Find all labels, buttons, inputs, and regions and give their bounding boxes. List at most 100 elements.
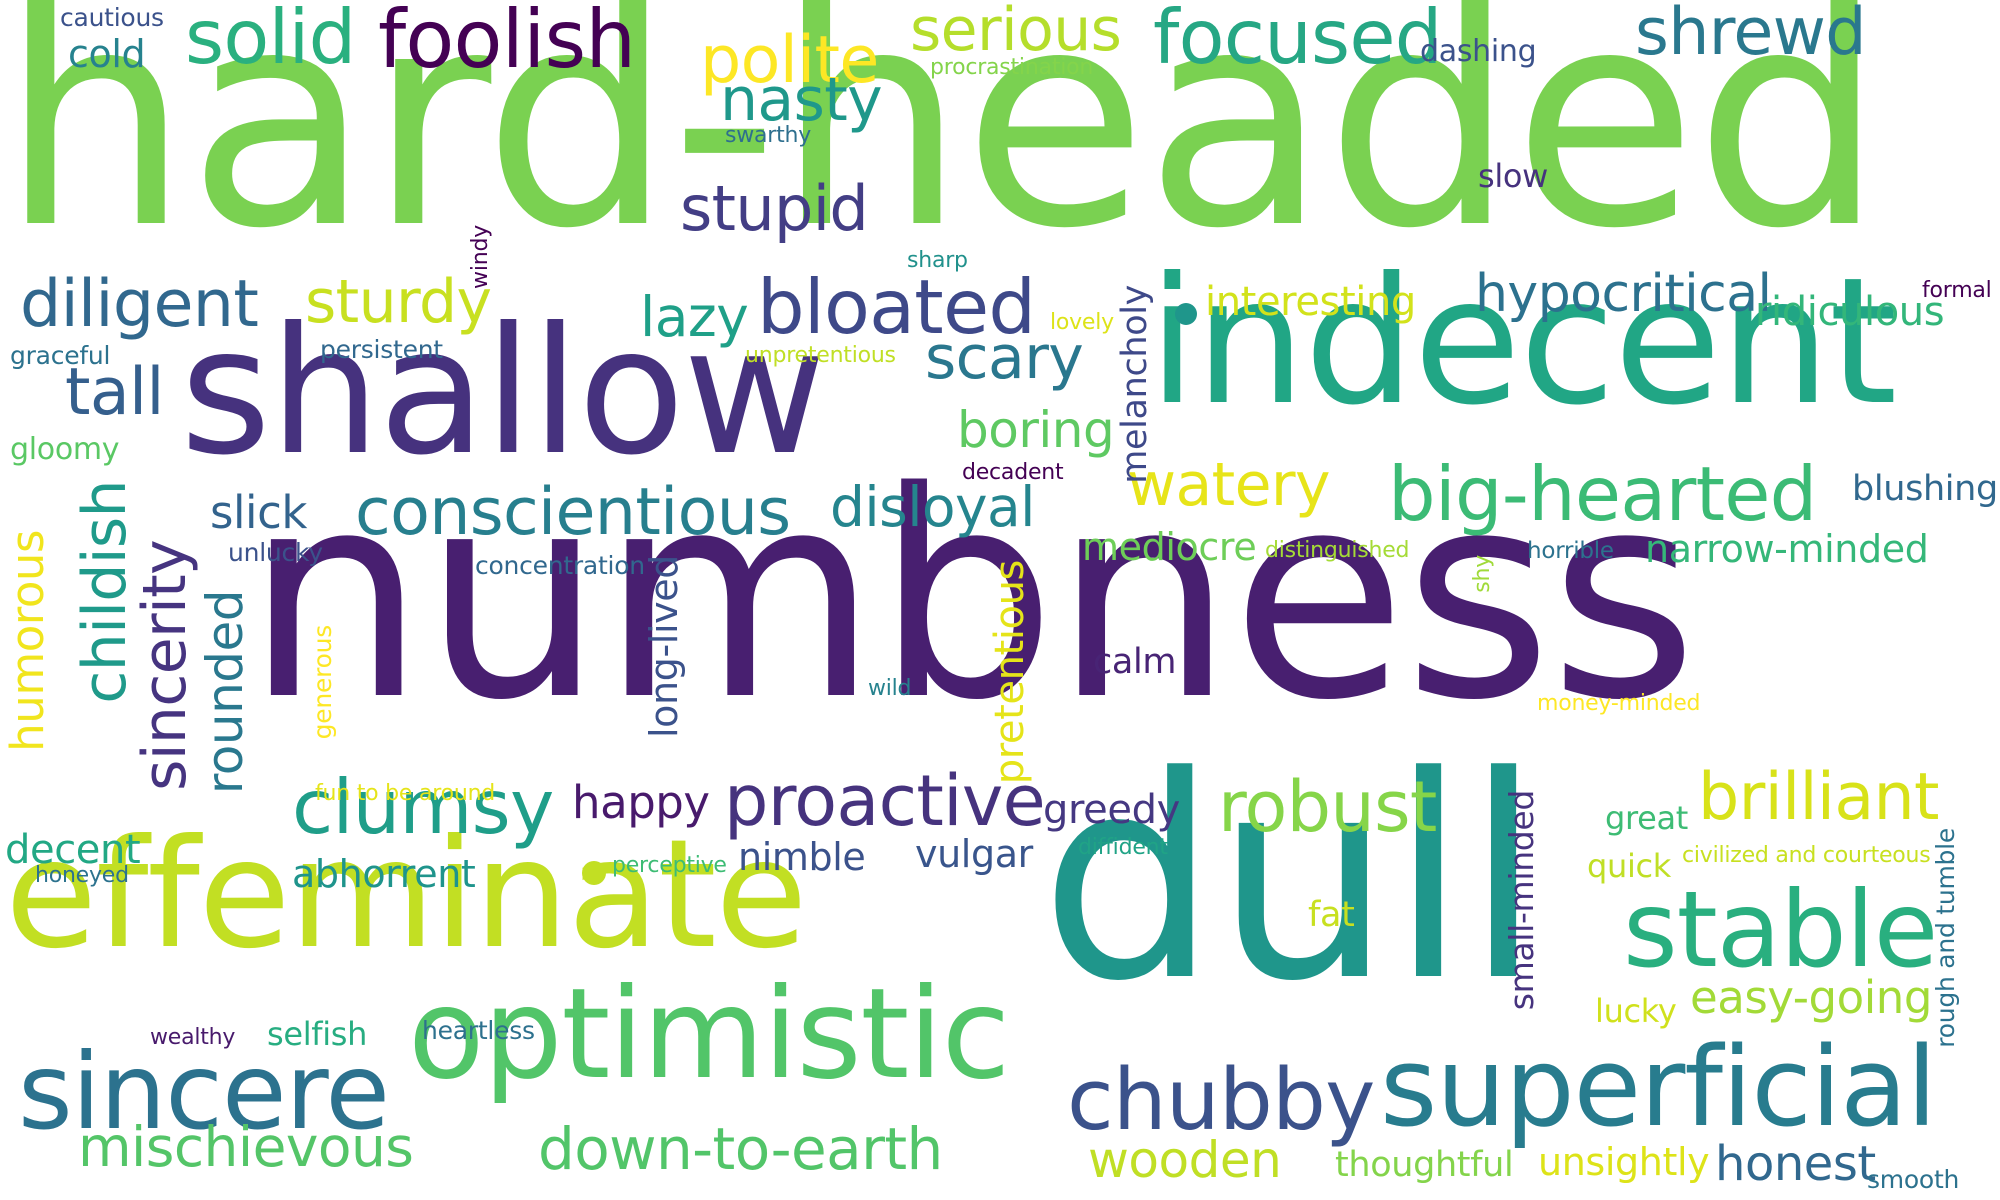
word-stupid: stupid [680, 172, 869, 245]
word-conscientious: conscientious [355, 475, 791, 550]
word-clumsy: clumsy [292, 763, 554, 851]
word-shrewd: shrewd [1635, 0, 1867, 70]
word-lucky: lucky [1595, 992, 1677, 1030]
word-robust: robust [1218, 766, 1437, 848]
word-greedy: greedy [1043, 787, 1180, 833]
dot-mark-teal [1175, 303, 1197, 325]
word-childish: childish [70, 480, 140, 704]
word-lazy: lazy [640, 285, 749, 349]
word-windy: windy [468, 225, 493, 289]
word-proactive: proactive [724, 760, 1046, 842]
word-numbness: numbness [245, 431, 1698, 763]
word-shy: shy [1470, 555, 1495, 593]
word-serious: serious [910, 0, 1122, 65]
word-foolish: foolish [378, 0, 636, 86]
word-wealthy: wealthy [150, 1025, 236, 1050]
word-mischievous: mischievous [78, 1115, 414, 1179]
word-hard-headed: hard-headed [0, 0, 1885, 294]
word-rough-and-tumble: rough and tumble [1931, 828, 1960, 1048]
word-happy: happy [572, 776, 710, 829]
word-distinguished: distinguished [1265, 538, 1410, 563]
word-great: great [1605, 799, 1689, 837]
word-concentration: concentration [475, 551, 645, 580]
word-optimistic: optimistic [408, 962, 1010, 1107]
word-indecent: indecent [1148, 241, 1897, 444]
word-small-minded: small-minded [1502, 790, 1541, 1011]
word-chubby: chubby [1067, 1051, 1375, 1150]
word-hypocritical: hypocritical [1475, 264, 1772, 324]
word-ridiculous: ridiculous [1755, 289, 1945, 335]
word-graceful: graceful [10, 341, 111, 370]
word-superficial: superficial [1380, 1023, 1937, 1151]
word-civilized-and-courteous: civilized and courteous [1682, 843, 1931, 868]
word-decadent: decadent [962, 460, 1064, 485]
word-swarthy: swarthy [725, 123, 812, 148]
word-abhorrent: abhorrent [292, 852, 476, 896]
word-bloated: bloated [757, 263, 1036, 351]
word-solid: solid [185, 0, 356, 81]
word-persistent: persistent [320, 335, 443, 364]
word-sincere: sincere [18, 1031, 390, 1153]
word-fat: fat [1308, 895, 1355, 935]
word-sharp: sharp [907, 248, 968, 273]
word-nimble: nimble [738, 835, 866, 879]
word-blushing: blushing [1852, 469, 1998, 509]
word-diligent: diligent [20, 267, 259, 342]
word-sincerity: sincerity [130, 540, 200, 791]
word-sturdy: sturdy [305, 267, 492, 337]
word-cautious: cautious [60, 3, 164, 32]
word-procrastination: procrastination [930, 55, 1094, 80]
word-perceptive: perceptive [612, 853, 727, 878]
word-generous: generous [308, 625, 337, 740]
word-decent: decent [5, 827, 141, 873]
word-boring: boring [957, 401, 1115, 459]
word-unsightly: unsightly [1538, 1140, 1710, 1184]
word-pretentious: pretentious [987, 560, 1033, 785]
word-watery: watery [1127, 450, 1330, 520]
dot-mark-yellow [582, 861, 606, 885]
word-gloomy: gloomy [10, 432, 120, 467]
word-tall: tall [65, 355, 164, 430]
word-honeyed: honeyed [35, 863, 129, 888]
word-scary: scary [925, 323, 1084, 393]
word-shallow: shallow [180, 291, 826, 494]
word-nasty: nasty [720, 65, 883, 135]
word-dull: dull [1040, 717, 1542, 1043]
word-heartless: heartless [422, 1016, 535, 1045]
word-lovely: lovely [1050, 310, 1114, 335]
word-slow: slow [1478, 157, 1549, 195]
word-focused: focused [1153, 0, 1442, 81]
word-wild: wild [868, 676, 912, 701]
word-unlucky: unlucky [228, 538, 323, 567]
word-interesting: interesting [1205, 279, 1416, 325]
word-wooden: wooden [1088, 1131, 1282, 1189]
word-thoughtful: thoughtful [1335, 1145, 1514, 1185]
word-diffident: diffident [1078, 835, 1168, 860]
word-disloyal: disloyal [830, 475, 1035, 539]
word-stable: stable [1623, 869, 1938, 991]
word-humorous: humorous [1, 530, 54, 752]
word-dashing: dashing [1420, 34, 1537, 69]
word-big-hearted: big-hearted [1388, 450, 1817, 538]
word-horrible: horrible [1527, 538, 1614, 564]
word-easy-going: easy-going [1690, 971, 1932, 1024]
word-quick: quick [1587, 847, 1672, 885]
word-smooth: smooth [1867, 1165, 1960, 1194]
word-money-minded: money-minded [1537, 691, 1701, 716]
word-formal: formal [1922, 278, 1992, 303]
word-fun-to-be-around: fun to be around [315, 781, 496, 806]
word-vulgar: vulgar [915, 832, 1033, 876]
word-calm: calm [1093, 642, 1177, 682]
word-effeminate: effeminate [5, 808, 808, 982]
word-selfish: selfish [267, 1015, 368, 1053]
word-brilliant: brilliant [1698, 760, 1940, 835]
word-honest: honest [1715, 1136, 1876, 1192]
word-unpretentious: unpretentious [745, 343, 896, 368]
word-slick: slick [210, 486, 308, 539]
word-down-to-earth: down-to-earth [538, 1115, 943, 1183]
word-melancholy: melancholy [1115, 285, 1155, 484]
word-mediocre: mediocre [1082, 525, 1257, 569]
word-long-lived: long-lived [642, 555, 686, 739]
word-cold: cold [68, 32, 146, 76]
